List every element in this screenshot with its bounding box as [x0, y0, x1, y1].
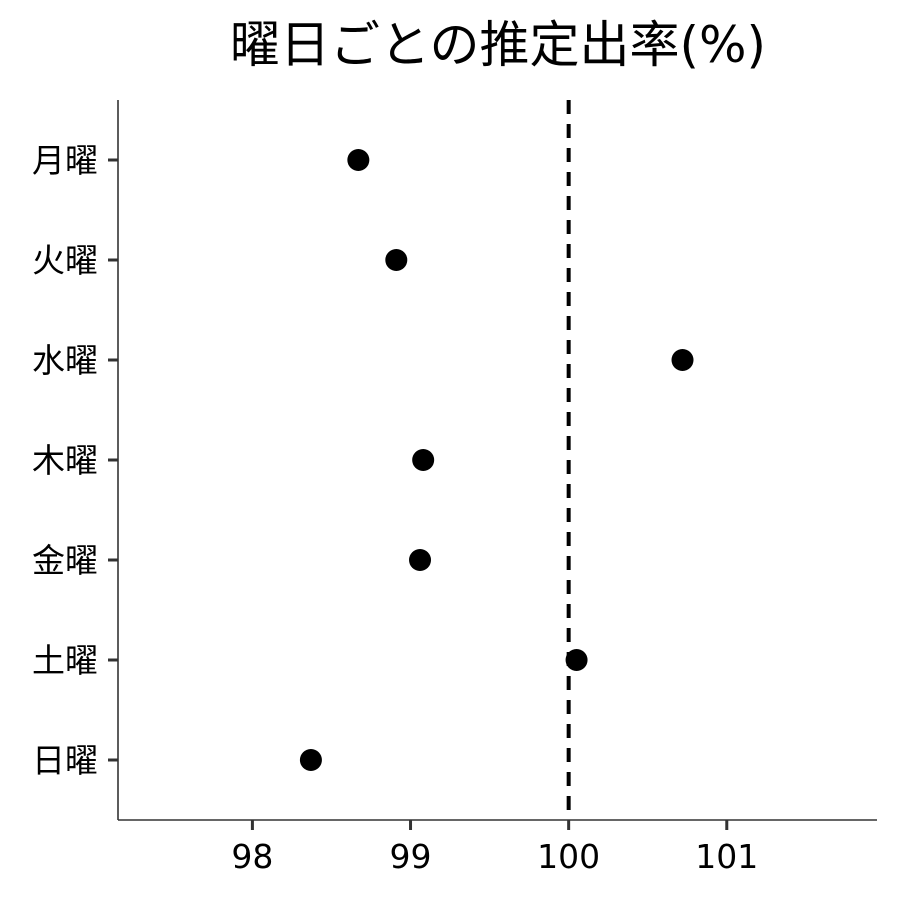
y-tick-label: 木曜	[32, 441, 98, 480]
data-point	[409, 549, 432, 571]
data-point	[565, 649, 588, 671]
y-tick-label: 水曜	[32, 341, 98, 380]
x-tick-label: 99	[390, 837, 432, 876]
y-tick-label: 月曜	[32, 141, 98, 180]
y-tick-label: 火曜	[32, 241, 98, 280]
y-tick-label: 金曜	[32, 541, 98, 580]
x-tick-label: 100	[537, 837, 600, 876]
data-point	[299, 749, 322, 771]
data-points	[299, 149, 694, 771]
data-point	[671, 349, 694, 371]
y-tick-label: 日曜	[32, 741, 98, 780]
x-axis-ticks: 98 99 100 101	[231, 820, 758, 876]
x-tick-label: 101	[695, 837, 758, 876]
data-point	[412, 449, 435, 471]
y-tick-label: 土曜	[32, 641, 98, 680]
chart-title: 曜日ごとの推定出率(%)	[230, 16, 766, 74]
data-point	[347, 149, 370, 171]
x-tick-label: 98	[231, 837, 273, 876]
data-point	[385, 249, 408, 271]
